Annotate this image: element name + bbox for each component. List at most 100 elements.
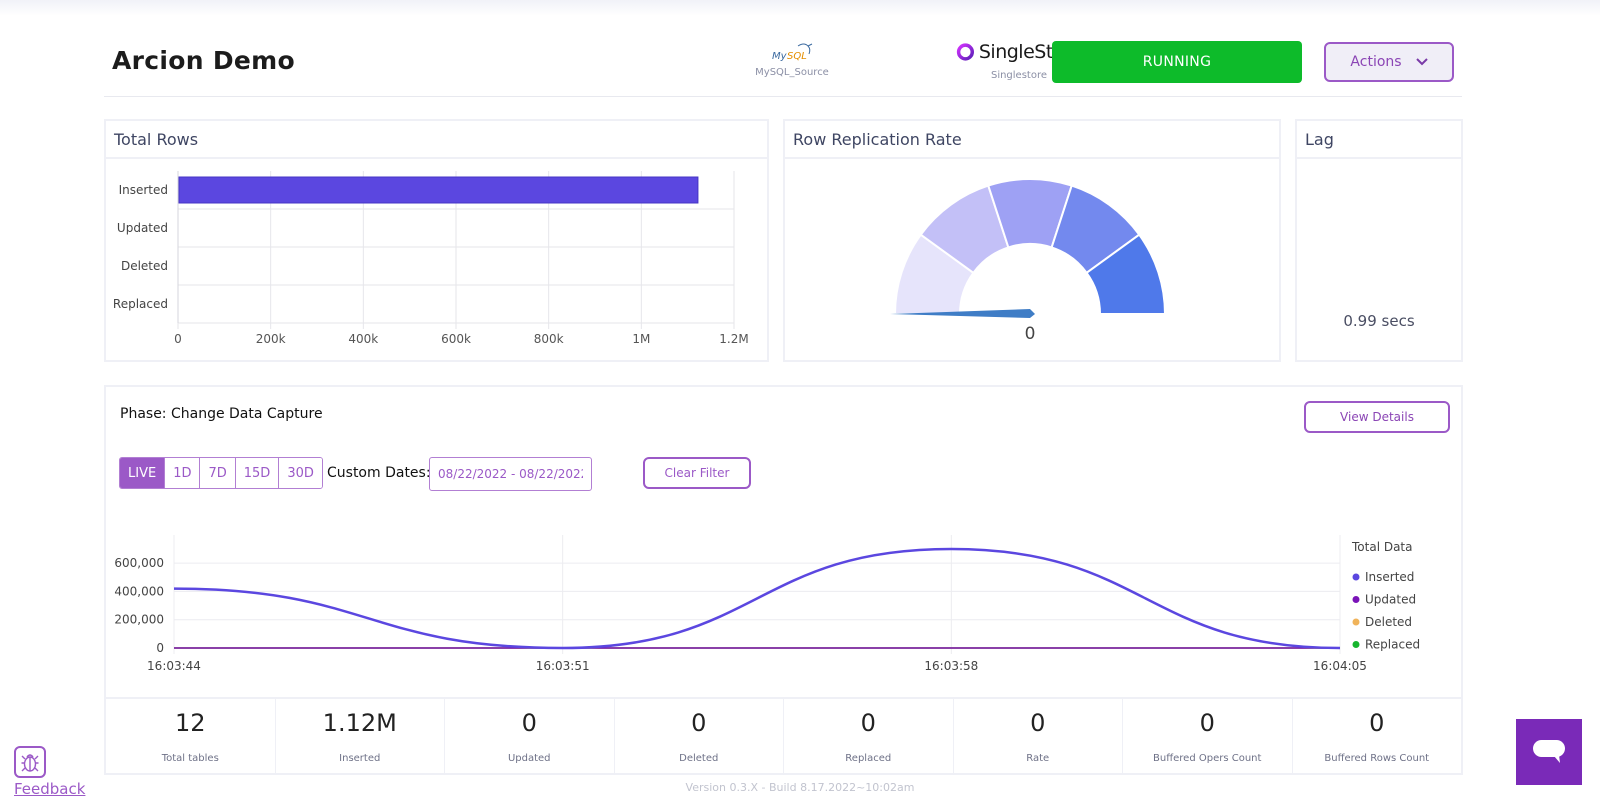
range-1d-button[interactable]: 1D [165, 458, 201, 488]
svg-text:My: My [772, 51, 788, 62]
stats-row: 12 Total tables 1.12M Inserted 0 Updated… [106, 697, 1461, 775]
lag-value: 0.99 secs [1343, 312, 1415, 330]
stat-buffered-opers: 0 Buffered Opers Count [1123, 699, 1293, 775]
category-label: Updated [117, 221, 168, 235]
singlestore-logo-icon [956, 43, 975, 61]
replication-rate-gauge: 0 [890, 178, 1167, 344]
stat-label: Deleted [679, 753, 719, 764]
total-rows-chart: 0 200k 400k 600k 800k 1M 1.2M Inserted Updated De… [113, 171, 749, 346]
category-label: Inserted [119, 183, 168, 197]
legend-label: Replaced [1365, 638, 1420, 652]
stat-label: Buffered Rows Count [1324, 753, 1430, 764]
top-shadow [0, 0, 1600, 16]
phase-title: Phase: Change Data Capture [120, 406, 323, 422]
lag-title: Lag [1297, 121, 1461, 159]
stat-buffered-rows: 0 Buffered Rows Count [1293, 699, 1462, 775]
phase-panel: Phase: Change Data Capture View Details … [104, 385, 1463, 775]
svg-text:SQL: SQL [787, 51, 807, 62]
header: Arcion Demo My SQL MySQL_Source [104, 24, 1462, 97]
chat-icon [1533, 740, 1565, 763]
range-7d-button[interactable]: 7D [200, 458, 236, 488]
stat-label: Buffered Opers Count [1153, 753, 1262, 764]
gauge-needle [890, 309, 1035, 318]
stat-label: Replaced [845, 753, 892, 764]
stat-value: 0 [860, 709, 876, 737]
lag-panel: Lag 0.99 secs [1295, 119, 1463, 362]
time-range-selector: LIVE 1D 7D 15D 30D [119, 457, 323, 489]
x-tick-label: 16:04:05 [1313, 659, 1367, 673]
x-tick-label: 800k [534, 332, 564, 346]
target-name: Singlestore [990, 70, 1048, 81]
actions-label: Actions [1350, 54, 1402, 70]
x-tick-label: 200k [256, 332, 286, 346]
range-live-button[interactable]: LIVE [120, 458, 166, 488]
legend-label: Updated [1365, 593, 1416, 607]
gauge-value-label: 0 [1025, 324, 1036, 344]
legend-title: Total Data [1351, 540, 1413, 554]
stat-total-tables: 12 Total tables [106, 699, 276, 775]
range-15d-button[interactable]: 15D [235, 458, 280, 488]
stat-value: 12 [174, 709, 206, 737]
stat-label: Updated [507, 753, 551, 764]
chevron-down-icon [1415, 58, 1428, 66]
status-badge: RUNNING [1052, 41, 1302, 83]
x-tick-label: 16:03:58 [924, 659, 978, 673]
stat-deleted: 0 Deleted [615, 699, 784, 775]
gauge-segment [1085, 233, 1167, 315]
legend-marker [1352, 641, 1360, 648]
bar-inserted [178, 176, 699, 204]
x-tick-label: 16:03:44 [147, 659, 201, 673]
x-tick-label: 0 [174, 332, 182, 346]
legend-label: Inserted [1365, 570, 1414, 584]
stat-label: Rate [1026, 753, 1050, 764]
view-details-button[interactable]: View Details [1304, 401, 1450, 433]
stat-value: 0 [1030, 709, 1046, 737]
actions-dropdown[interactable]: Actions [1324, 42, 1454, 82]
stat-value: 0 [521, 709, 537, 737]
stat-updated: 0 Updated [445, 699, 615, 775]
x-tick-label: 16:03:51 [536, 659, 590, 673]
category-label: Replaced [113, 297, 168, 311]
stat-inserted: 1.12M Inserted [276, 699, 445, 775]
total-rows-panel: Total Rows 0 200k 400k 600k 800k 1M 1.2M Insert… [104, 119, 769, 362]
x-tick-label: 400k [348, 332, 378, 346]
stat-label: Total tables [161, 753, 219, 764]
mysql-logo-icon: My SQL [740, 40, 844, 64]
source-name: MySQL_Source [755, 67, 829, 78]
stat-value: 0 [1369, 709, 1385, 737]
x-tick-label: 600k [441, 332, 471, 346]
custom-dates-label: Custom Dates: [327, 465, 431, 481]
source-connector: My SQL MySQL_Source [740, 40, 844, 78]
clear-filter-button[interactable]: Clear Filter [643, 457, 751, 489]
version-text: Version 0.3.X - Build 8.17.2022~10:02am [685, 781, 915, 794]
date-range-input[interactable] [429, 457, 592, 491]
stat-value: 1.12M [322, 709, 397, 737]
feedback-link[interactable]: Feedback [14, 780, 86, 798]
legend-marker [1352, 618, 1360, 626]
y-tick-label: 400,000 [114, 584, 164, 598]
y-tick-label: 600,000 [114, 556, 164, 570]
stat-rate: 0 Rate [954, 699, 1123, 775]
range-30d-button[interactable]: 30D [279, 458, 322, 488]
stat-replaced: 0 Replaced [784, 699, 954, 775]
feedback-widget[interactable]: Feedback [14, 746, 85, 798]
series-line-inserted [173, 547, 1341, 650]
legend-marker [1352, 596, 1360, 603]
total-data-chart: 0 200,000 400,000 600,000 16:03:44 16:03:51 16… [114, 535, 1420, 673]
stat-value: 0 [1199, 709, 1215, 737]
stat-value: 0 [691, 709, 707, 737]
chat-button[interactable] [1516, 719, 1582, 785]
x-tick-label: 1M [632, 332, 650, 346]
total-rows-title: Total Rows [106, 121, 767, 159]
page-title: Arcion Demo [112, 46, 295, 75]
bug-icon[interactable] [14, 746, 46, 778]
y-tick-label: 200,000 [114, 613, 164, 627]
stat-label: Inserted [339, 753, 381, 764]
replication-rate-title: Row Replication Rate [785, 121, 1279, 159]
legend-marker [1352, 573, 1360, 581]
x-tick-label: 1.2M [719, 332, 748, 346]
category-label: Deleted [121, 259, 168, 273]
replication-rate-panel: Row Replication Rate 0 [783, 119, 1281, 362]
legend-label: Deleted [1365, 615, 1412, 629]
